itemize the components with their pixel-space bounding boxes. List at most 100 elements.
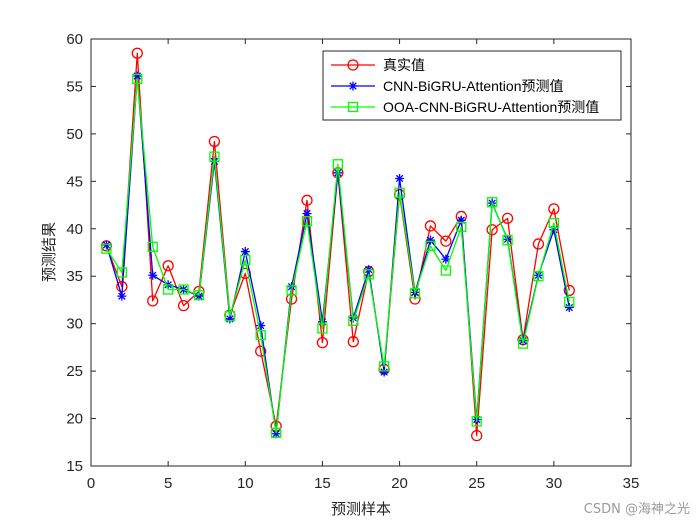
point bbox=[425, 235, 435, 245]
series-line bbox=[105, 78, 570, 434]
legend-label: 真实值 bbox=[383, 57, 425, 73]
point bbox=[193, 290, 205, 301]
point bbox=[456, 215, 466, 225]
point bbox=[486, 197, 498, 208]
point bbox=[162, 260, 174, 272]
point bbox=[517, 338, 529, 349]
point bbox=[486, 224, 498, 236]
point bbox=[256, 321, 266, 331]
point bbox=[548, 217, 560, 229]
point bbox=[286, 285, 297, 296]
point bbox=[347, 101, 359, 113]
point bbox=[563, 284, 575, 297]
point bbox=[117, 291, 127, 301]
point bbox=[240, 254, 251, 266]
point bbox=[347, 336, 359, 348]
y-tick-label: 30 bbox=[66, 316, 83, 333]
point bbox=[363, 269, 374, 280]
point bbox=[101, 243, 112, 254]
x-tick-label: 30 bbox=[546, 475, 563, 492]
x-tick-label: 0 bbox=[87, 475, 95, 492]
legend-label: CNN-BiGRU-Attention预测值 bbox=[383, 78, 563, 94]
point bbox=[395, 173, 405, 183]
point bbox=[178, 284, 189, 295]
point bbox=[116, 267, 128, 278]
point bbox=[549, 225, 559, 235]
y-tick-label: 25 bbox=[66, 363, 83, 380]
point bbox=[301, 194, 313, 206]
point bbox=[333, 168, 343, 178]
legend: 真实值 CNN-BiGRU-Attention预测值 OOA-CNN-BiGRU-A… bbox=[322, 50, 622, 121]
point bbox=[131, 47, 143, 59]
point bbox=[471, 416, 482, 427]
x-axis-label: 预测样本 bbox=[331, 500, 391, 518]
point bbox=[317, 323, 328, 334]
y-tick-label: 50 bbox=[66, 126, 83, 143]
point bbox=[147, 241, 158, 252]
plot-frame bbox=[90, 38, 632, 467]
point bbox=[348, 81, 358, 91]
y-tick-label: 60 bbox=[66, 31, 83, 48]
point bbox=[564, 296, 575, 307]
point bbox=[548, 203, 560, 215]
point bbox=[132, 73, 143, 85]
point bbox=[301, 216, 313, 227]
y-axis-label: 预测结果 bbox=[40, 222, 58, 282]
x-tick-label: 15 bbox=[314, 475, 331, 492]
point bbox=[208, 135, 221, 148]
x-tick-label: 10 bbox=[237, 475, 254, 492]
point bbox=[101, 240, 111, 250]
legend-label: OOA-CNN-BiGRU-Attention预测值 bbox=[383, 99, 599, 115]
y-tick-label: 45 bbox=[66, 173, 83, 190]
point bbox=[347, 59, 359, 71]
point bbox=[502, 235, 513, 246]
point bbox=[270, 427, 282, 438]
y-tick-label: 55 bbox=[66, 78, 83, 95]
point bbox=[348, 315, 359, 326]
x-tick-label: 5 bbox=[164, 475, 172, 492]
x-tick-label: 25 bbox=[468, 475, 485, 492]
point bbox=[255, 329, 266, 341]
watermark: CSDN @海神之光 bbox=[584, 502, 690, 517]
point bbox=[409, 288, 421, 299]
point bbox=[194, 291, 204, 301]
point bbox=[441, 254, 451, 264]
point bbox=[533, 271, 544, 282]
point bbox=[456, 221, 467, 233]
point bbox=[424, 220, 437, 232]
legend-entry: 真实值 bbox=[331, 57, 425, 73]
series-layer bbox=[100, 47, 575, 442]
point bbox=[132, 71, 142, 81]
point bbox=[316, 336, 329, 349]
series-3 bbox=[101, 73, 575, 438]
point bbox=[564, 303, 574, 313]
y-tick-label: 35 bbox=[66, 268, 83, 285]
point bbox=[271, 429, 281, 439]
y-tick-label: 15 bbox=[66, 458, 83, 475]
point bbox=[471, 429, 483, 442]
point bbox=[378, 361, 390, 372]
point bbox=[225, 314, 235, 324]
point bbox=[440, 265, 452, 276]
point bbox=[501, 212, 514, 224]
point bbox=[177, 299, 190, 312]
point bbox=[255, 345, 267, 357]
point bbox=[332, 159, 344, 170]
x-tick-label: 35 bbox=[623, 475, 640, 492]
x-tick-label: 20 bbox=[391, 475, 408, 492]
point bbox=[162, 284, 174, 295]
point bbox=[532, 238, 545, 250]
legend-entry: OOA-CNN-BiGRU-Attention预测值 bbox=[331, 99, 599, 115]
point bbox=[287, 282, 297, 292]
point bbox=[240, 247, 250, 257]
point bbox=[224, 310, 236, 322]
axis-ticks: 0 5 10 15 20 25 30 35 15 20 25 30 35 40 45 50 55 60 bbox=[66, 31, 639, 492]
point bbox=[148, 270, 158, 280]
point bbox=[209, 151, 220, 162]
point bbox=[394, 187, 405, 198]
legend-entry: CNN-BiGRU-Attention预测值 bbox=[331, 78, 563, 94]
point bbox=[379, 367, 389, 377]
y-tick-label: 20 bbox=[66, 411, 83, 428]
point bbox=[440, 235, 452, 247]
